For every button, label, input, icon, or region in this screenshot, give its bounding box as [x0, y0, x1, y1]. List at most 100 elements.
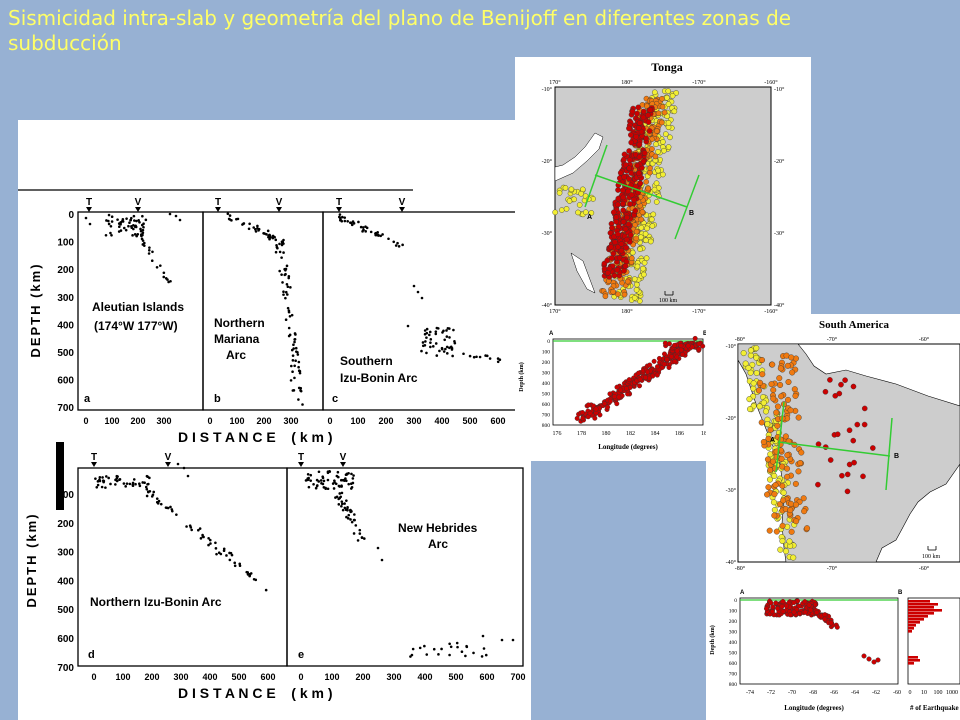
map-quake	[637, 383, 643, 389]
map-quake	[609, 225, 615, 231]
section-quake	[354, 524, 358, 527]
map-quake	[661, 109, 668, 116]
map-quake	[659, 103, 666, 110]
section-quake	[438, 349, 441, 353]
section-quake	[110, 233, 113, 237]
map-quake	[631, 196, 637, 203]
map-quake	[756, 403, 763, 410]
map-quake	[578, 190, 584, 197]
histogram-bar	[908, 621, 920, 624]
map-quake	[592, 415, 598, 421]
section-quake	[98, 478, 101, 481]
section-quake	[293, 338, 296, 341]
section-quake	[284, 318, 288, 322]
section-quake	[358, 532, 362, 535]
tonga-lon-tick: 176	[553, 431, 562, 437]
sa-scale: 100 km	[922, 554, 941, 560]
section-quake	[287, 326, 291, 330]
section-quake	[233, 564, 237, 568]
map-quake	[797, 610, 803, 616]
section-quake	[306, 478, 309, 482]
tonga-lon-tick: 186	[675, 431, 684, 437]
trench-marker: T	[215, 197, 221, 208]
tonga-map-ticks: 170° 180° -170° -160°170° 180° -170° -160°-10°…	[542, 79, 785, 315]
label-hebrides-2: Arc	[428, 537, 448, 551]
map-quake	[784, 452, 791, 459]
map-quake	[768, 381, 775, 388]
map-quake	[650, 211, 657, 218]
distance-tick-bottom: 600	[479, 672, 494, 682]
map-quake	[634, 162, 641, 169]
section-quake	[416, 290, 420, 294]
volcano-marker: V	[276, 197, 283, 208]
section-quake	[198, 527, 202, 530]
section-quake	[155, 497, 159, 500]
section-quake	[107, 222, 111, 226]
map-quake	[621, 174, 627, 180]
map-quake	[806, 602, 812, 608]
section-quake	[343, 219, 347, 223]
section-quake	[356, 539, 360, 542]
section-quake	[107, 476, 110, 480]
map-quake	[771, 512, 778, 519]
label-izu-north: Northern Izu-Bonin Arc	[90, 595, 222, 609]
tonga-lon-tick: 184	[651, 431, 660, 437]
map-quake	[832, 393, 839, 399]
section-quake	[292, 389, 296, 392]
section-quake	[333, 479, 336, 482]
section-quake	[347, 471, 350, 475]
map-quake	[614, 384, 620, 390]
map-quake	[583, 209, 589, 215]
section-quake	[141, 231, 145, 235]
sa-lon-tick: -62	[872, 690, 880, 696]
distance-tick-bottom: 100	[324, 672, 339, 682]
map-quake	[571, 196, 577, 203]
section-quake	[114, 478, 117, 482]
map-quake	[633, 228, 640, 235]
section-quake	[442, 350, 446, 353]
section-quake	[169, 505, 172, 509]
depth-tick-bottom: 500	[57, 605, 74, 616]
map-quake	[627, 232, 634, 238]
map-quake	[779, 537, 786, 544]
south-america-svg: South America -80° -70° -60° -80° -70° -60° -1…	[709, 319, 960, 712]
sa-lat-tick: -40°	[726, 559, 737, 566]
section-quake	[369, 230, 373, 234]
map-quake	[815, 481, 821, 488]
map-quake	[777, 546, 784, 553]
section-quake	[351, 477, 355, 480]
section-quake	[147, 252, 151, 255]
section-quake	[319, 479, 323, 482]
tonga-earthquakes	[552, 88, 679, 304]
map-quake	[637, 180, 644, 187]
section-quake	[230, 219, 233, 222]
section-quake	[125, 482, 129, 485]
map-quake	[654, 128, 660, 134]
tonga-lon-tick-top: 170°	[549, 79, 561, 86]
map-quake	[638, 224, 645, 231]
map-quake	[634, 263, 641, 270]
map-quake	[772, 482, 779, 489]
map-quake	[642, 375, 648, 381]
section-quake	[215, 552, 218, 556]
tonga-lat-tick-left: -10°	[542, 86, 553, 93]
section-quake	[336, 475, 340, 479]
label-mariana-1: Northern	[214, 316, 265, 330]
section-quake	[84, 216, 88, 220]
section-quake	[88, 222, 92, 226]
section-quake	[293, 364, 296, 368]
map-quake	[692, 335, 698, 341]
label-mariana-3: Arc	[226, 348, 246, 362]
map-quake	[814, 610, 820, 616]
map-quake	[666, 341, 672, 347]
distance-tick-top: 200	[378, 416, 393, 426]
sa-depth-tick: 800	[729, 682, 738, 688]
section-quake	[468, 354, 472, 358]
map-quake	[637, 376, 643, 382]
map-quake	[618, 241, 625, 247]
map-quake	[838, 381, 844, 388]
tonga-profile-a: A	[587, 214, 592, 221]
volcano-arrow	[340, 462, 346, 467]
map-quake	[643, 255, 650, 261]
